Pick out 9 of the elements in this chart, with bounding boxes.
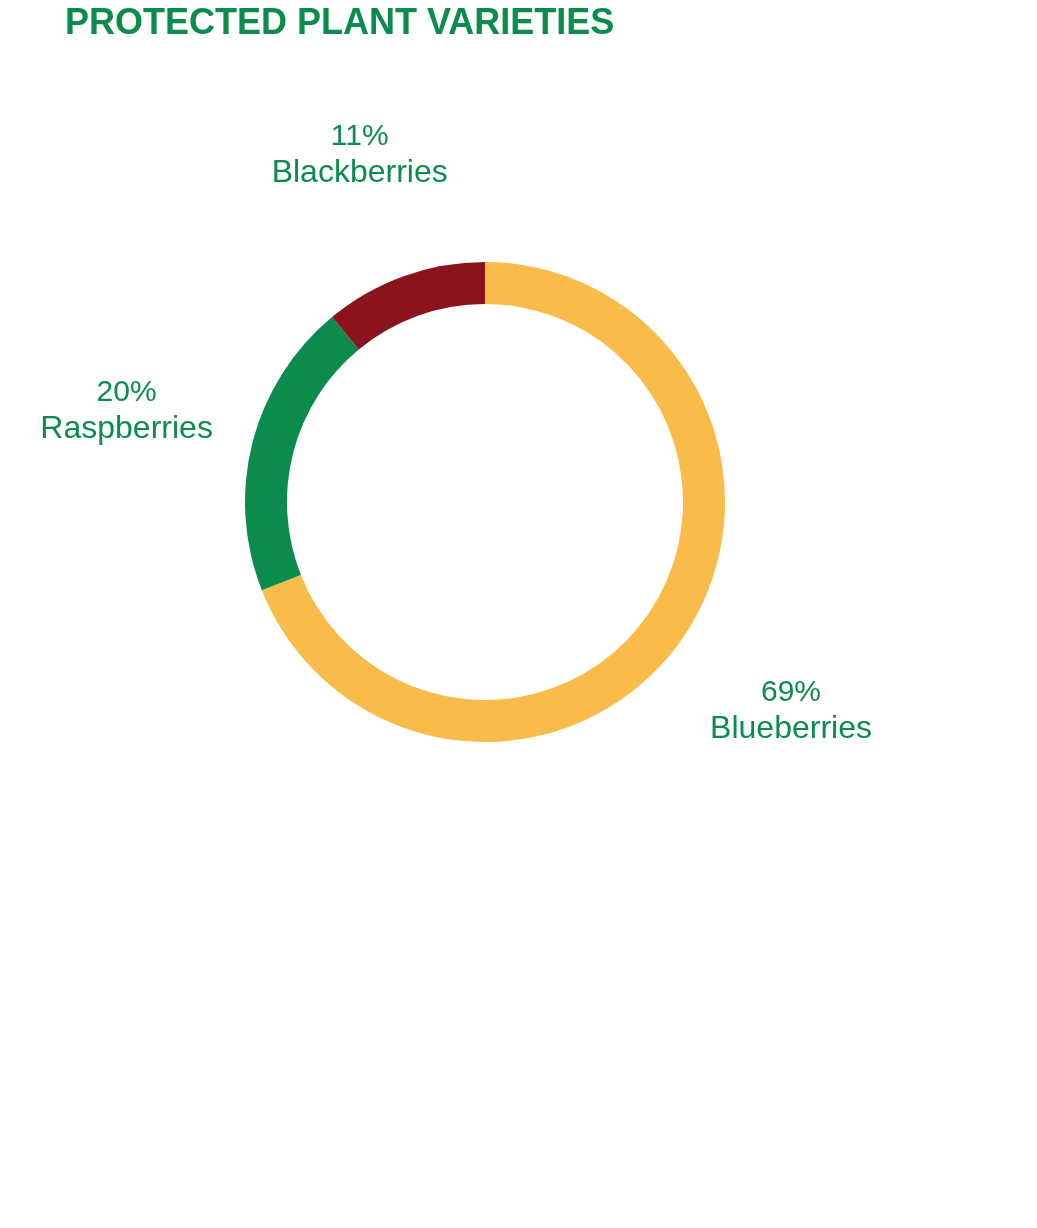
slice-label: Raspberries: [40, 408, 213, 445]
chart-title: PROTECTED PLANT VARIETIES: [65, 1, 615, 42]
donut-slice: [332, 262, 485, 350]
donut-slice: [245, 317, 359, 591]
slice-label: Blackberries: [271, 152, 448, 189]
data-label: 20%: [96, 373, 157, 407]
slice-label: Blueberries: [710, 708, 872, 745]
data-label: 69%: [761, 673, 822, 707]
data-label: 11%: [330, 117, 389, 151]
